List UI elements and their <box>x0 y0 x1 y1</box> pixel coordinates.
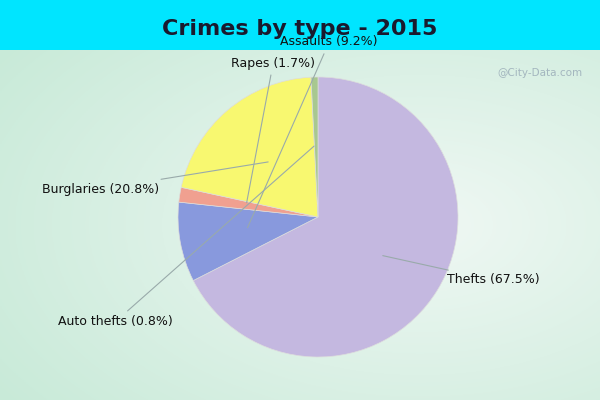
Text: Thefts (67.5%): Thefts (67.5%) <box>383 256 539 286</box>
Wedge shape <box>311 77 318 217</box>
Text: Crimes by type - 2015: Crimes by type - 2015 <box>163 19 437 39</box>
Wedge shape <box>181 77 318 217</box>
Wedge shape <box>178 202 318 280</box>
Wedge shape <box>193 77 458 357</box>
Text: @City-Data.com: @City-Data.com <box>497 68 582 78</box>
Wedge shape <box>179 187 318 217</box>
Text: Assaults (9.2%): Assaults (9.2%) <box>248 36 378 228</box>
Text: Burglaries (20.8%): Burglaries (20.8%) <box>43 162 268 196</box>
Text: Auto thefts (0.8%): Auto thefts (0.8%) <box>58 146 314 328</box>
Text: Rapes (1.7%): Rapes (1.7%) <box>231 56 315 203</box>
